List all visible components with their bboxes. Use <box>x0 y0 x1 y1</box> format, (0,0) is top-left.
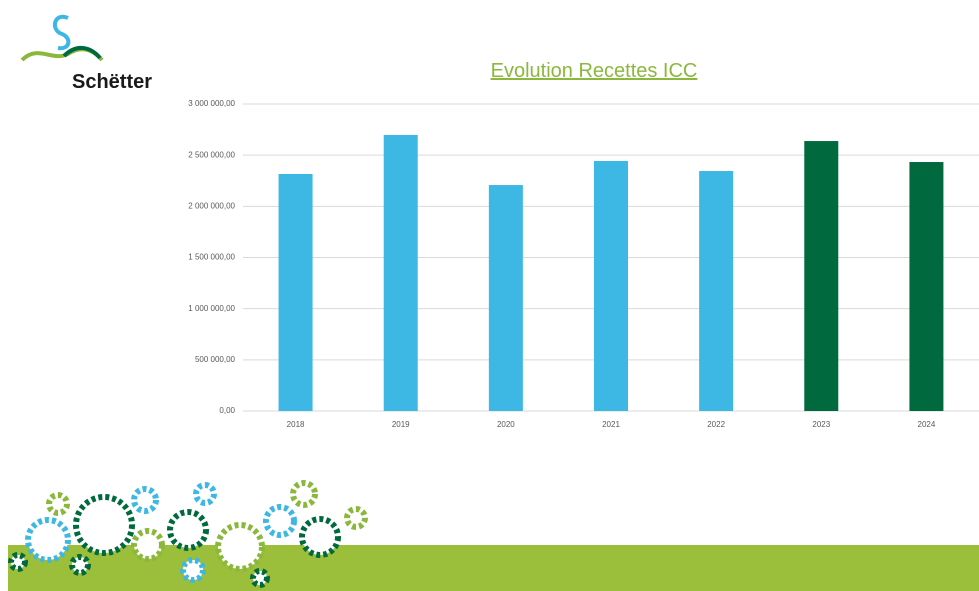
bar <box>909 162 944 411</box>
x-tick-label: 2018 <box>287 420 305 429</box>
y-tick-label: 500 000,00 <box>195 355 236 364</box>
y-tick-label: 2 000 000,00 <box>188 201 235 210</box>
bar <box>594 160 628 411</box>
gear <box>46 492 70 516</box>
gear <box>25 517 71 563</box>
x-tick-label: 2023 <box>812 420 830 429</box>
gear <box>344 506 368 530</box>
y-tick-label: 1 500 000,00 <box>188 253 235 262</box>
y-tick-label: 2 500 000,00 <box>188 150 235 159</box>
gear <box>180 557 206 583</box>
gear <box>131 486 159 514</box>
gear <box>290 480 318 508</box>
footer-band <box>8 545 979 591</box>
gear <box>69 554 91 576</box>
logo: Schëtter <box>20 14 152 93</box>
y-tick-label: 3 000 000,00 <box>188 99 235 108</box>
gear <box>250 568 270 588</box>
x-tick-label: 2022 <box>707 420 725 429</box>
bar <box>383 135 418 411</box>
gear <box>193 482 217 506</box>
gears <box>8 480 368 588</box>
bar <box>278 173 313 411</box>
y-tick-label: 0,00 <box>219 406 235 415</box>
gear <box>131 528 165 562</box>
gear <box>8 552 28 572</box>
x-tick-label: 2024 <box>918 420 936 429</box>
x-tick-label: 2021 <box>602 420 620 429</box>
logo-hill-dark <box>62 46 102 60</box>
bar <box>488 185 523 411</box>
bar <box>699 171 734 411</box>
gear <box>167 509 209 551</box>
x-tick-label: 2020 <box>497 420 515 429</box>
logo-text: Schëtter <box>72 71 152 93</box>
x-tick-label: 2019 <box>392 420 410 429</box>
gear <box>215 522 265 572</box>
y-tick-label: 1 000 000,00 <box>188 304 235 313</box>
gear <box>263 504 297 538</box>
gear <box>73 494 135 556</box>
bar <box>804 141 839 411</box>
gear <box>299 516 341 558</box>
logo-s <box>52 14 71 51</box>
chart-title: Evolution Recettes ICC <box>491 60 698 82</box>
